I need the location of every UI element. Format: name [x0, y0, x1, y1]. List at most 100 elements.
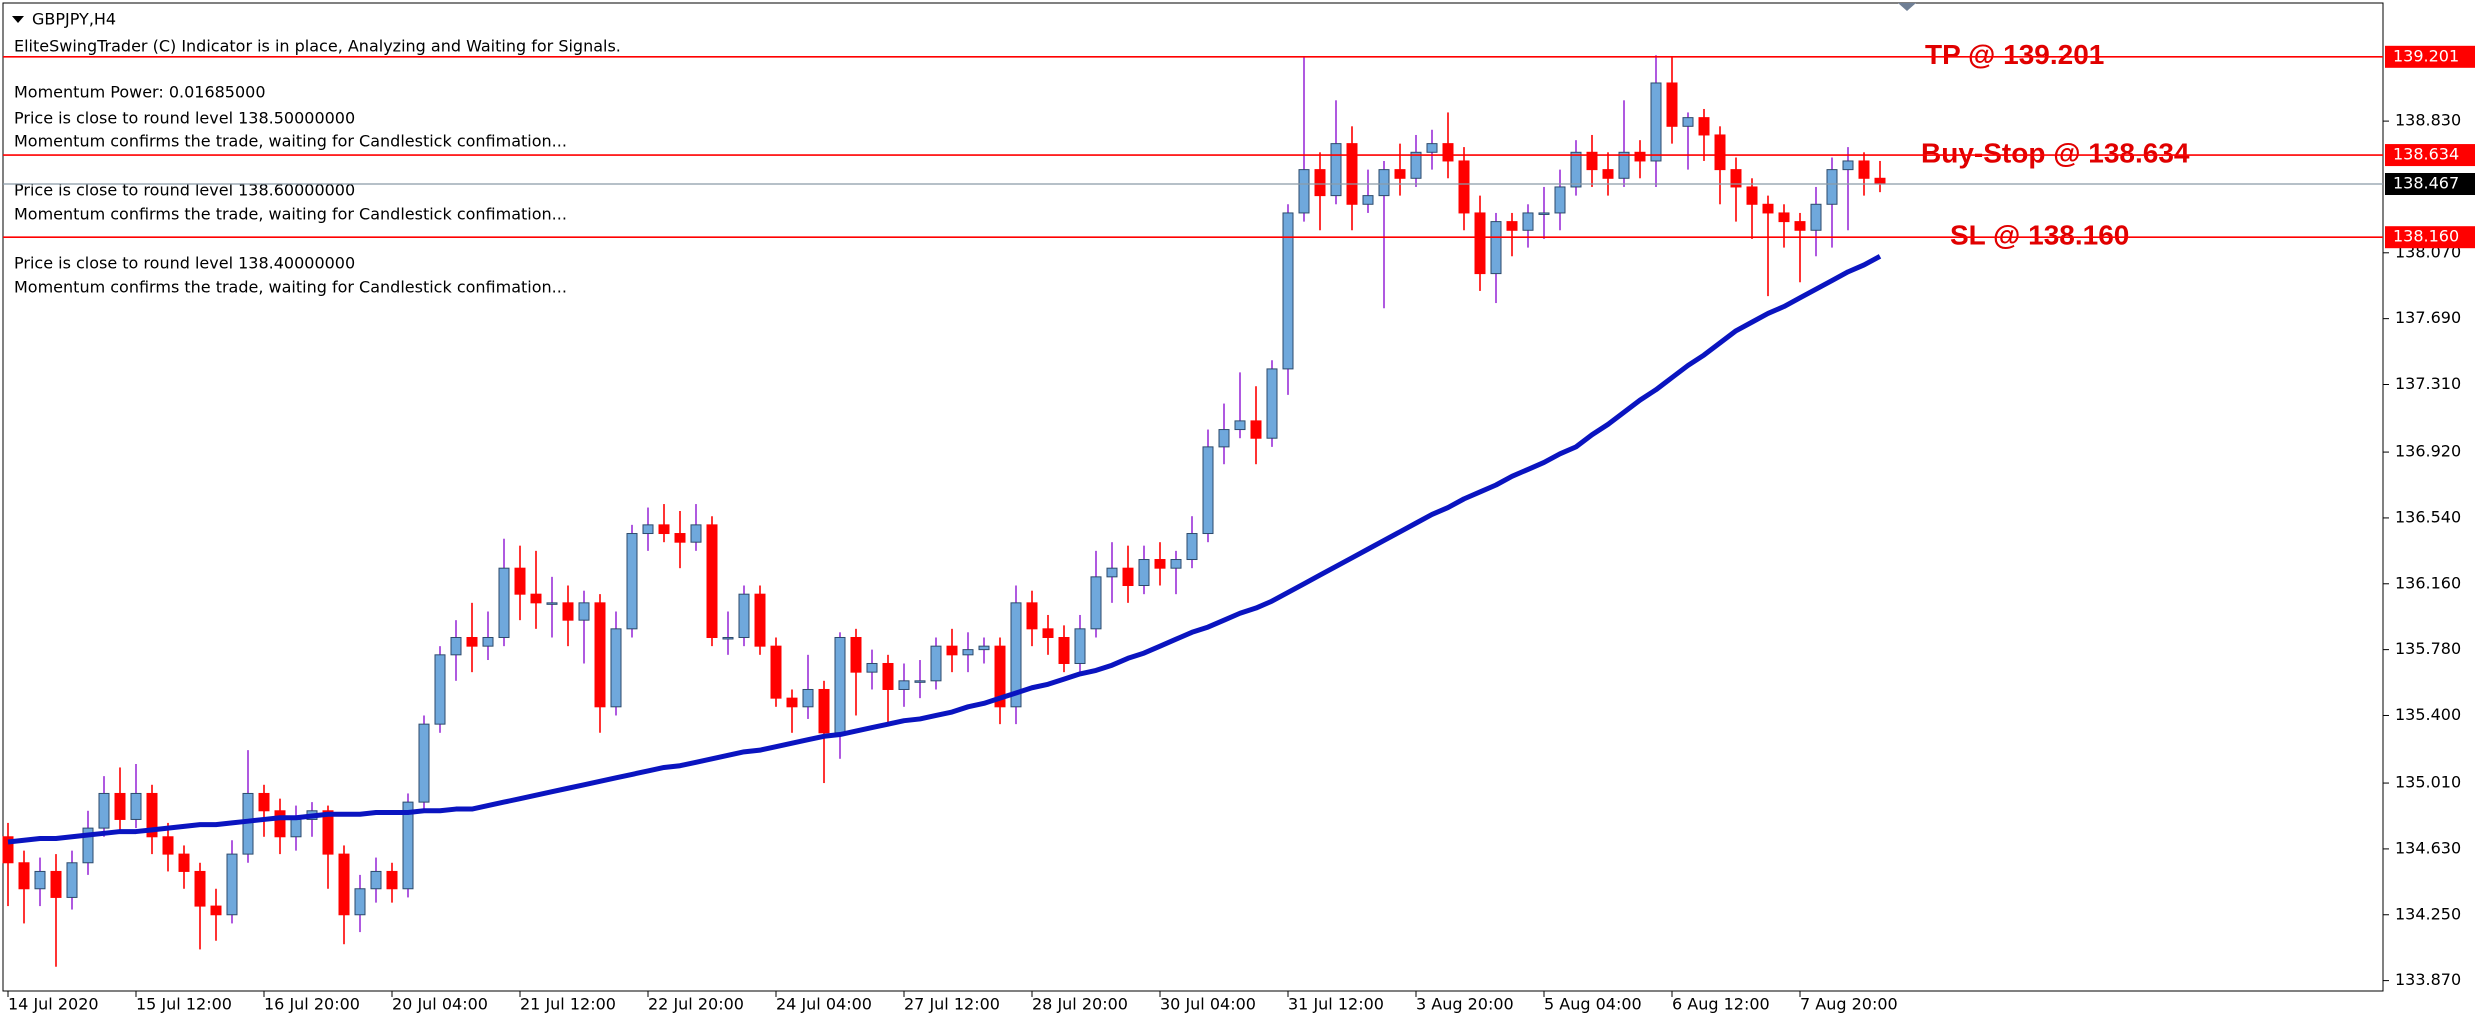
candle-body [98, 792, 110, 829]
candle-body [1426, 143, 1438, 153]
candle-body [1682, 117, 1694, 127]
candle-body [1874, 177, 1886, 185]
x-tick-label: 22 Jul 20:00 [648, 995, 744, 1014]
candle-body [594, 602, 606, 708]
candle-body [1282, 212, 1294, 370]
candle-body [274, 810, 286, 838]
level-tag-label: 138.634 [2393, 145, 2459, 164]
candle-body [994, 645, 1006, 708]
candle-body [66, 862, 78, 898]
x-tick-label: 21 Jul 12:00 [520, 995, 616, 1014]
x-tick-label: 3 Aug 20:00 [1416, 995, 1514, 1014]
level-tag [2385, 144, 2475, 167]
y-tick-label: 134.630 [2395, 838, 2461, 857]
candle-body [1026, 602, 1038, 630]
y-tick-label: 137.690 [2395, 308, 2461, 327]
candle-body [530, 593, 542, 604]
candle-body [178, 853, 190, 872]
level-annotation: SL @ 138.160 [1950, 220, 2129, 251]
candle-body [1554, 186, 1566, 214]
candle-body [850, 636, 862, 673]
price-tag-label: 138.467 [2393, 174, 2459, 193]
info-line: Price is close to round level 138.600000… [14, 181, 355, 200]
plot-frame [2, 2, 2384, 992]
info-line: Price is close to round level 138.500000… [14, 109, 355, 128]
y-tick-label: 135.010 [2395, 773, 2461, 792]
info-line: Momentum confirms the trade, waiting for… [14, 205, 567, 224]
candle-body [1794, 221, 1806, 231]
candle-body [626, 533, 638, 630]
candle-body [722, 636, 734, 640]
price-tag [2385, 173, 2475, 196]
candle-body [1074, 628, 1086, 664]
candle-body [1746, 186, 1758, 205]
candle-body [1202, 446, 1214, 535]
level-annotation: Buy-Stop @ 138.634 [1921, 137, 2190, 168]
candle-body [1458, 160, 1470, 214]
level-tag [2385, 226, 2475, 249]
candle-body [1138, 559, 1150, 587]
candle-body [818, 688, 830, 734]
x-tick-label: 31 Jul 12:00 [1288, 995, 1384, 1014]
x-tick-label: 15 Jul 12:00 [136, 995, 232, 1014]
y-tick-label: 135.780 [2395, 639, 2461, 658]
candle-body [514, 567, 526, 595]
x-tick-label: 24 Jul 04:00 [776, 995, 872, 1014]
candle-body [1346, 143, 1358, 205]
level-tag [2385, 45, 2475, 68]
candle-body [2, 836, 14, 864]
candle-body [866, 662, 878, 673]
x-tick-label: 16 Jul 20:00 [264, 995, 360, 1014]
candle-body [1314, 169, 1326, 197]
dropdown-arrow[interactable] [12, 16, 24, 23]
candle-body [930, 645, 942, 682]
candle-body [1266, 368, 1278, 439]
candle-body [354, 888, 366, 916]
candle-body [1042, 628, 1054, 638]
candle-body [1586, 151, 1598, 171]
candle-body [82, 827, 94, 864]
candle-body [210, 905, 222, 916]
candle-body [1186, 533, 1198, 561]
candle-body [690, 524, 702, 543]
candle-body [1618, 151, 1630, 179]
candle-body [258, 792, 270, 812]
x-tick-label: 27 Jul 12:00 [904, 995, 1000, 1014]
symbol-label: GBPJPY,H4 [32, 10, 116, 29]
candle-body [562, 602, 574, 621]
candle-body [1154, 559, 1166, 569]
candle-body [1650, 82, 1662, 162]
candle-body [130, 792, 142, 820]
y-tick-label: 136.920 [2395, 442, 2461, 461]
candle-body [1106, 567, 1118, 578]
candle-body [498, 567, 510, 638]
candle-body [578, 602, 590, 621]
candle-body [786, 697, 798, 708]
candle-body [770, 645, 782, 699]
candle-body [34, 870, 46, 890]
candle-body [610, 628, 622, 708]
candle-body [194, 870, 206, 907]
candle-body [834, 636, 846, 734]
candle-body [338, 853, 350, 916]
moving-average [7, 254, 1882, 845]
candle-body [1826, 169, 1838, 205]
candle-body [1362, 195, 1374, 205]
candle-body [434, 654, 446, 725]
candle-body [1538, 212, 1550, 215]
candle-body [114, 792, 126, 820]
x-tick-label: 30 Jul 04:00 [1160, 995, 1256, 1014]
candle-body [1602, 169, 1614, 179]
candle-body [1442, 143, 1454, 162]
candle-body [1666, 82, 1678, 127]
candle-body [1474, 212, 1486, 275]
candle-body [1234, 420, 1246, 431]
candle-body [1810, 203, 1822, 231]
candle-body [738, 593, 750, 638]
candle-body [1858, 160, 1870, 179]
candle-body [946, 645, 958, 656]
candle-body [418, 723, 430, 803]
x-tick-label: 28 Jul 20:00 [1032, 995, 1128, 1014]
candle-body [1170, 559, 1182, 569]
